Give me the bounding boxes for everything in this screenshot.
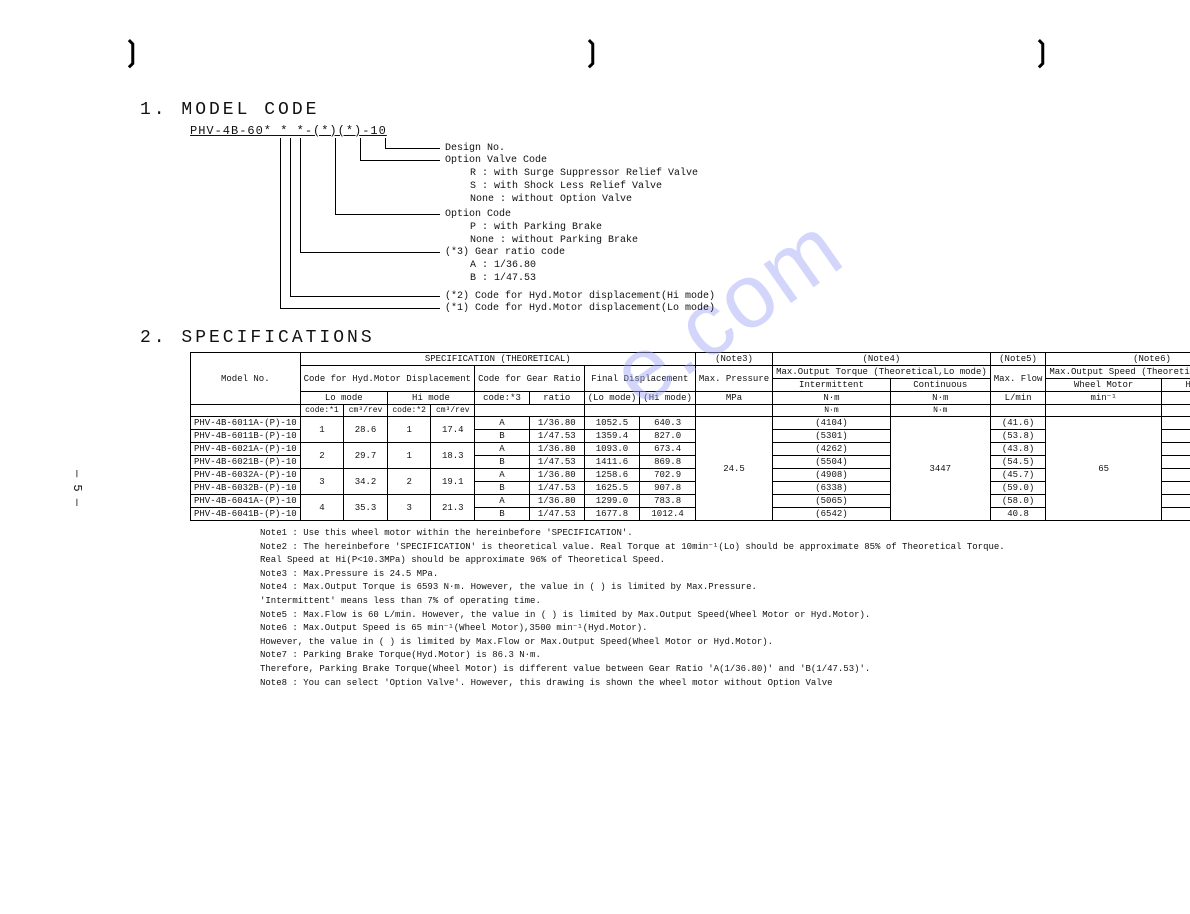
table-row: PHV-4B-6032A-(P)-10 334.2 219.1 A1/36.80… xyxy=(191,469,1190,482)
notes: Note1 : Use this wheel motor within the … xyxy=(260,527,1050,689)
model-code-string: PHV-4B-60* * *-(*)(*)-10 xyxy=(190,124,1050,138)
code-tree: Design No. Option Valve Code R : with Su… xyxy=(190,138,1050,318)
section1-title: 1. MODEL CODE xyxy=(140,100,1050,120)
crop-mark: ❳ xyxy=(580,35,603,70)
spec-table: Model No. SPECIFICATION (THEORETICAL) (N… xyxy=(190,352,1190,521)
section2-title: 2. SPECIFICATIONS xyxy=(140,328,1050,348)
table-row: PHV-4B-6021A-(P)-10 229.7 118.3 A1/36.80… xyxy=(191,443,1190,456)
table-row: PHV-4B-6041A-(P)-10 435.3 321.3 A1/36.80… xyxy=(191,495,1190,508)
page-number: — 5 — xyxy=(70,470,84,506)
table-row: PHV-4B-6011A-(P)-10 128.6 117.4 A1/36.80… xyxy=(191,417,1190,430)
crop-mark: ❳ xyxy=(120,35,143,70)
crop-mark: ❳ xyxy=(1030,35,1053,70)
